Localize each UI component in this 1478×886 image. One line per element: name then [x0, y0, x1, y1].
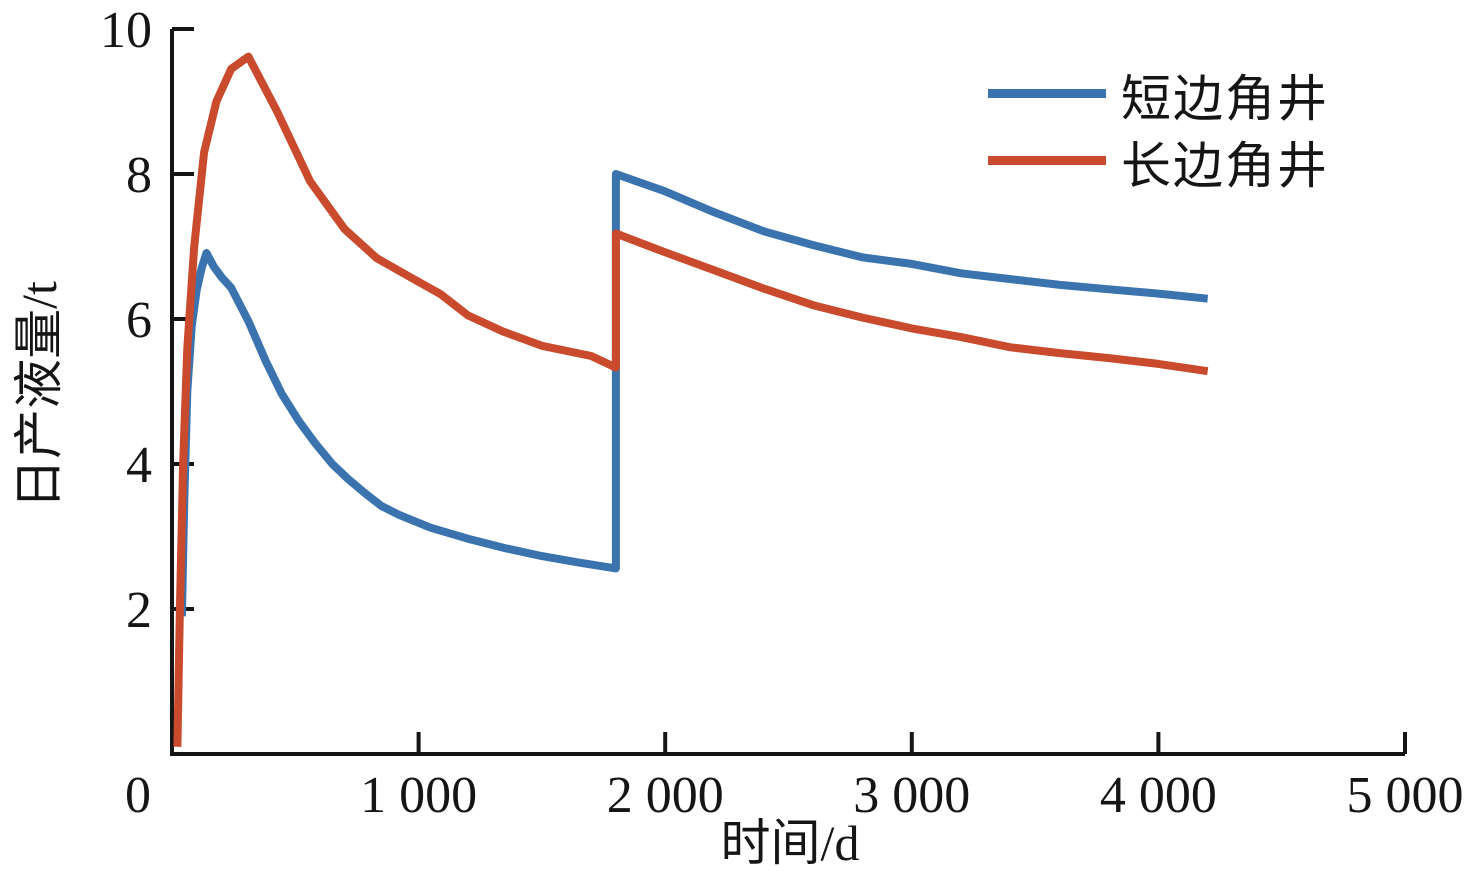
x-tick-label: 0	[125, 767, 151, 824]
x-tick-label: 3 000	[853, 767, 970, 824]
y-tick-label: 4	[126, 437, 152, 494]
axis-tick-labels: 2 4 6 8 10 0 1 000 2 000 3 000 4 000 5 000	[100, 2, 1464, 824]
axis-spines	[170, 29, 1405, 756]
data-series	[173, 52, 1209, 747]
legend: 短边角井 长边角井	[988, 71, 1329, 194]
y-axis-title: 日产液量/t	[11, 281, 67, 509]
x-axis-title: 时间/d	[721, 815, 860, 871]
x-tick-label: 1 000	[360, 767, 477, 824]
legend-label-series2: 长边角井	[1121, 138, 1329, 194]
x-tick-label: 5 000	[1347, 767, 1464, 824]
series-line-2	[173, 52, 1209, 747]
y-tick-label: 6	[126, 292, 152, 349]
legend-swatch-series1	[988, 89, 1106, 98]
legend-swatch-series2	[988, 156, 1106, 165]
x-tick-label: 4 000	[1100, 767, 1217, 824]
y-tick-label: 10	[100, 2, 152, 59]
legend-label-series1: 短边角井	[1121, 71, 1329, 127]
x-tick-label: 2 000	[607, 767, 724, 824]
y-tick-label: 8	[126, 147, 152, 204]
series-line-1	[177, 170, 1209, 617]
axis-ticks	[172, 27, 1407, 754]
y-tick-label: 2	[126, 582, 152, 639]
